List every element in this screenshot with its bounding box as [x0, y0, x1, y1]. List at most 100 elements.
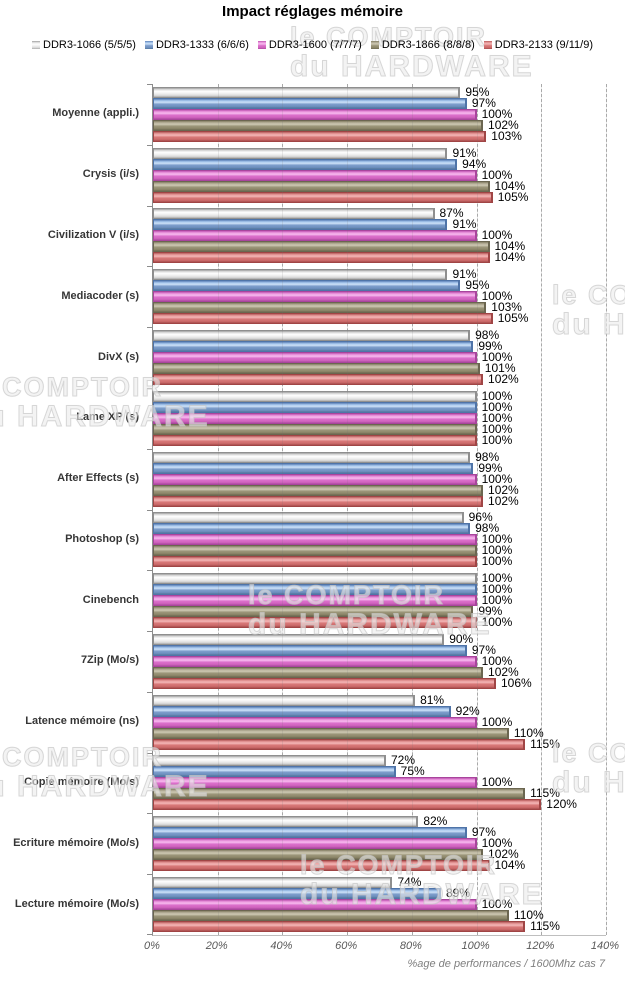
legend-label: DDR3-1333 (6/6/6): [155, 39, 249, 51]
bar-row: 94%: [153, 158, 606, 170]
legend-swatch-icon: [370, 41, 379, 49]
bar: [153, 484, 484, 496]
axis-tick: [147, 266, 153, 268]
axis-tick: [147, 387, 153, 389]
bar-value-label: 105%: [497, 311, 529, 326]
bar-value-label: 87%: [439, 206, 464, 221]
bar-value-label: 104%: [494, 239, 526, 254]
bar-value-label: 91%: [452, 145, 477, 160]
bar: [153, 666, 484, 678]
bar-value-label: 115%: [530, 786, 560, 801]
legend-item: DDR3-1066 (5/5/5): [32, 39, 136, 51]
bar: [153, 788, 526, 800]
bar: [153, 119, 484, 131]
bar: [153, 777, 477, 789]
axis-tick: [147, 205, 153, 207]
category-label: Lecture mémoire (Mo/s): [14, 897, 139, 910]
bar-row: 110%: [153, 909, 606, 922]
bar: [153, 860, 490, 872]
bar: [153, 910, 509, 922]
legend-swatch-icon: [144, 41, 153, 49]
bar: [153, 291, 477, 303]
gridline: [282, 84, 284, 935]
x-axis-tick-label: 100%: [461, 940, 490, 952]
bar: [153, 252, 490, 264]
gridline: [411, 84, 413, 935]
bar-group: 98% 99% 100% 101% 102%: [153, 327, 606, 388]
bar-row: 96%: [153, 511, 606, 524]
bar: [153, 473, 477, 485]
bar-value-label: 101%: [484, 361, 516, 376]
category-label: Photoshop (s): [65, 532, 139, 545]
bar-row: 91%: [153, 267, 606, 282]
category-label: DivX (s): [98, 350, 139, 363]
legend-item: DDR3-2133 (9/11/9): [483, 39, 593, 51]
axis-tick: [147, 327, 153, 329]
bar-row: 100%: [153, 571, 606, 586]
category-label: Latence mémoire (ns): [25, 715, 139, 728]
bar: [153, 738, 526, 750]
gridline-overlay: [476, 84, 478, 935]
bar-row: 91%: [153, 218, 606, 231]
bar-value-label: 99%: [478, 604, 503, 619]
bar-value-label: 100%: [481, 410, 513, 425]
bar: [153, 280, 461, 292]
bar-row: 87%: [153, 206, 606, 221]
legend-label: DDR3-1866 (8/8/8): [381, 39, 475, 51]
bar-value-label: 100%: [481, 571, 513, 586]
bar-row: 89%: [153, 887, 606, 900]
category-label: Cinebench: [82, 593, 139, 606]
bar-value-label: 100%: [481, 421, 513, 436]
bar: [153, 208, 435, 220]
bar-value-label: 100%: [481, 714, 513, 729]
bar-row: 104%: [153, 239, 606, 254]
gridline: [217, 84, 219, 935]
bar: [153, 877, 393, 889]
gridline-overlay: [541, 84, 543, 935]
bar-row: 100%: [153, 290, 606, 303]
bar: [153, 644, 467, 656]
bar-row: 99%: [153, 462, 606, 474]
category-label: Crysis (i/s): [82, 168, 139, 181]
bar-row: 98%: [153, 522, 606, 535]
bar-value-label: 92%: [455, 703, 480, 718]
bar-value-label: 97%: [471, 825, 496, 840]
bar-row: 104%: [153, 178, 606, 193]
gridline: [476, 84, 478, 935]
bar-row: 120%: [153, 798, 606, 811]
bar-row: 100%: [153, 898, 606, 911]
bar-value-label: 95%: [465, 278, 490, 293]
bar: [153, 269, 448, 281]
bar-row: 104%: [153, 251, 606, 264]
bar-group: 96% 98% 100% 100% 100%: [153, 509, 606, 570]
bar-value-label: 103%: [491, 300, 522, 315]
bar-row: 101%: [153, 361, 606, 376]
bar-row: 97%: [153, 644, 606, 656]
bar-value-label: 104%: [494, 178, 526, 193]
bar-value-label: 91%: [452, 267, 477, 282]
bar-row: 100%: [153, 776, 606, 789]
x-axis-tick-label: 120%: [526, 940, 555, 952]
bar-row: 100%: [153, 616, 606, 629]
bar-value-label: 100%: [481, 582, 513, 597]
bar-row: 97%: [153, 825, 606, 840]
bar-row: 100%: [153, 555, 606, 568]
bar: [153, 169, 477, 181]
category-label: Mediacoder (s): [61, 289, 139, 302]
bar-value-label: 104%: [494, 858, 526, 873]
bar: [153, 595, 477, 607]
bar: [153, 97, 467, 109]
bar: [153, 241, 490, 253]
bar-value-label: 100%: [481, 350, 513, 365]
bar-row: 97%: [153, 97, 606, 109]
bar-value-label: 110%: [513, 725, 544, 740]
bar-value-label: 100%: [481, 653, 513, 668]
bar-row: 102%: [153, 848, 606, 861]
bar: [153, 716, 477, 728]
bar-value-label: 100%: [481, 106, 513, 121]
bar-value-label: 100%: [481, 432, 513, 447]
bar-row: 90%: [153, 633, 606, 645]
legend-item: DDR3-1600 (7/7/7): [257, 39, 362, 51]
